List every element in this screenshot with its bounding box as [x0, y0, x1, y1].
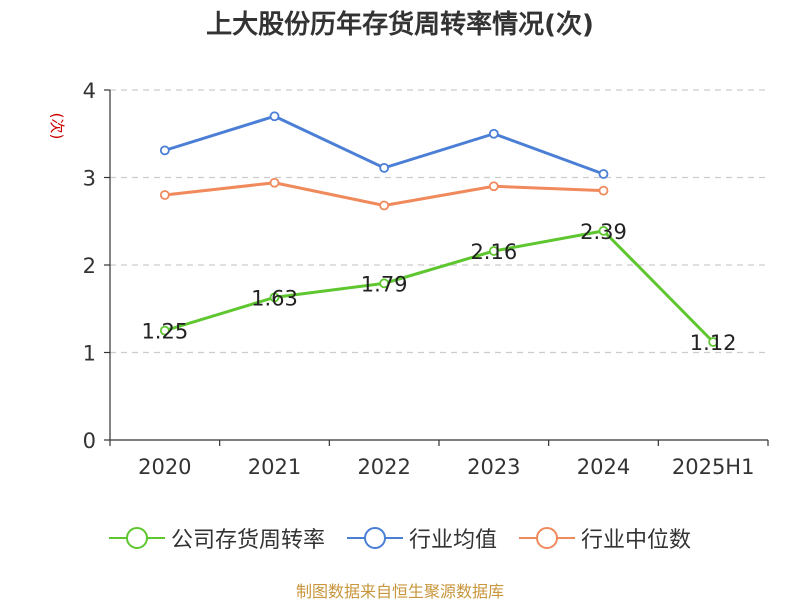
- legend-label-company: 公司存货周转率: [170, 528, 325, 553]
- data-point-1: [488, 128, 499, 139]
- chart-legend: 公司存货周转率 行业均值 行业中位数: [0, 518, 800, 558]
- data-point-0: [269, 292, 280, 303]
- data-point-0: [379, 278, 390, 289]
- series-line-0: [164, 229, 715, 344]
- legend-swatch-industry-mean: [346, 523, 403, 553]
- data-point-0: [598, 225, 609, 236]
- data-point-1: [269, 111, 280, 122]
- data-point-2: [488, 181, 499, 192]
- x-tick-label: 2020: [138, 455, 191, 479]
- data-label: 1.12: [690, 331, 737, 355]
- data-label: 2.39: [580, 220, 627, 244]
- legend-item-industry-median[interactable]: 行业中位数: [519, 522, 691, 554]
- legend-item-industry-mean[interactable]: 行业均值: [346, 522, 497, 554]
- x-tick-label: 2021: [248, 455, 301, 479]
- legend-label-industry-mean: 行业均值: [408, 528, 497, 553]
- source-note: 制图数据来自恒生聚源数据库: [295, 582, 504, 601]
- data-label: 1.63: [251, 286, 298, 310]
- data-point-1: [159, 145, 170, 156]
- legend-swatch-industry-median: [519, 523, 575, 553]
- y-axis-label: (次): [48, 113, 66, 140]
- chart-title: 上大股份历年存货周转率情况(次): [206, 10, 594, 40]
- data-label: 1.25: [141, 320, 188, 344]
- y-tick-label: 2: [83, 254, 96, 278]
- x-tick-label: 2023: [467, 455, 520, 479]
- data-point-2: [598, 185, 609, 196]
- data-label: 1.79: [361, 272, 408, 296]
- y-tick-label: 3: [83, 167, 96, 191]
- y-tick-label: 4: [83, 79, 96, 103]
- legend-swatch-company: [108, 523, 165, 553]
- x-tick-label: 2024: [577, 455, 630, 479]
- x-tick-label: 2022: [357, 455, 410, 479]
- data-label: 2.16: [470, 240, 517, 264]
- data-point-0: [488, 246, 499, 256]
- data-point-1: [598, 169, 609, 179]
- data-point-1: [379, 162, 390, 173]
- data-point-2: [269, 177, 280, 188]
- legend-label-industry-median: 行业中位数: [581, 528, 692, 553]
- data-point-0: [708, 337, 719, 347]
- y-tick-label: 1: [83, 342, 96, 366]
- x-tick-label: 2025H1: [672, 455, 755, 479]
- y-tick-label: 0: [83, 429, 96, 453]
- data-point-0: [159, 325, 170, 336]
- data-point-2: [379, 200, 390, 211]
- legend-item-company[interactable]: 公司存货周转率: [108, 522, 325, 554]
- data-point-2: [159, 190, 170, 200]
